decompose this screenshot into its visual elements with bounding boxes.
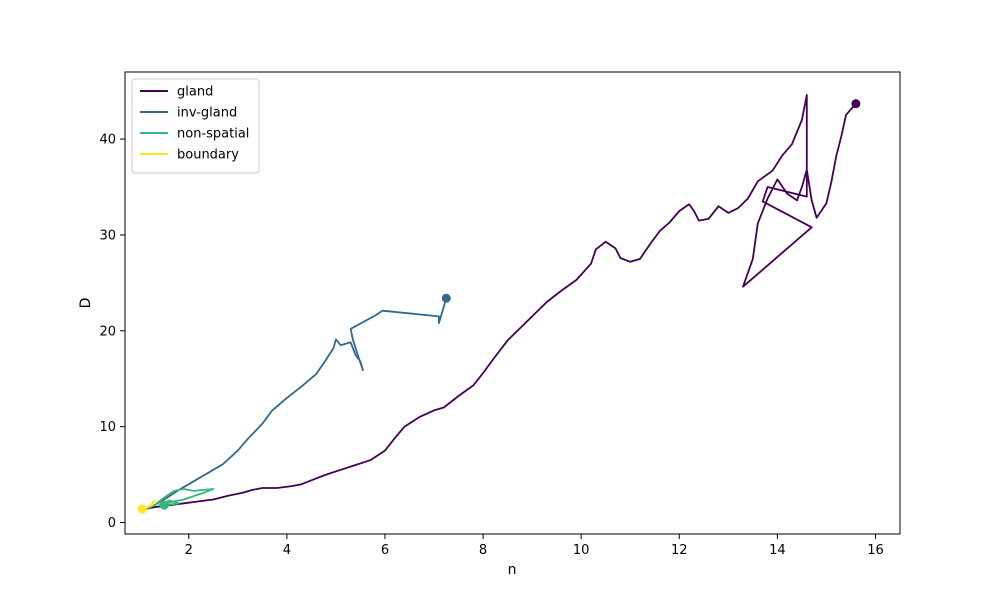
x-tick-label: 10 [573,543,590,558]
y-tick-label: 0 [108,516,116,531]
x-tick-label: 14 [769,543,786,558]
series-line-gland [144,94,857,510]
x-tick-label: 8 [479,543,487,558]
x-tick-label: 2 [185,543,193,558]
series-line-inv-gland [149,297,448,509]
y-axis-ticks: 0 10 20 30 40 [99,133,125,531]
series-layer [137,94,861,514]
y-tick-label: 10 [99,420,116,435]
series-endpoint-non-spatial [159,500,169,510]
series-endpoint-inv-gland [441,293,451,303]
legend-entry-inv-gland: inv-gland [177,106,237,121]
y-tick-label: 20 [99,324,116,339]
x-tick-label: 16 [867,543,884,558]
x-axis-label: n [508,562,517,578]
x-tick-label: 12 [671,543,688,558]
y-axis-label: D [78,298,94,309]
series-endpoint-gland [851,99,861,109]
legend-box [131,78,260,174]
legend-entry-non-spatial: non-spatial [177,127,249,142]
legend-entry-gland: gland [177,85,213,100]
series-endpoint-boundary [137,504,147,514]
legend: gland inv-gland non-spatial boundary [131,78,260,174]
y-tick-label: 30 [99,228,116,243]
y-tick-label: 40 [99,133,116,148]
x-tick-label: 6 [381,543,389,558]
x-axis-ticks: 2 4 6 8 10 12 14 16 [185,534,884,558]
legend-entry-boundary: boundary [177,148,239,163]
x-tick-label: 4 [283,543,291,558]
plot-frame [124,71,901,535]
